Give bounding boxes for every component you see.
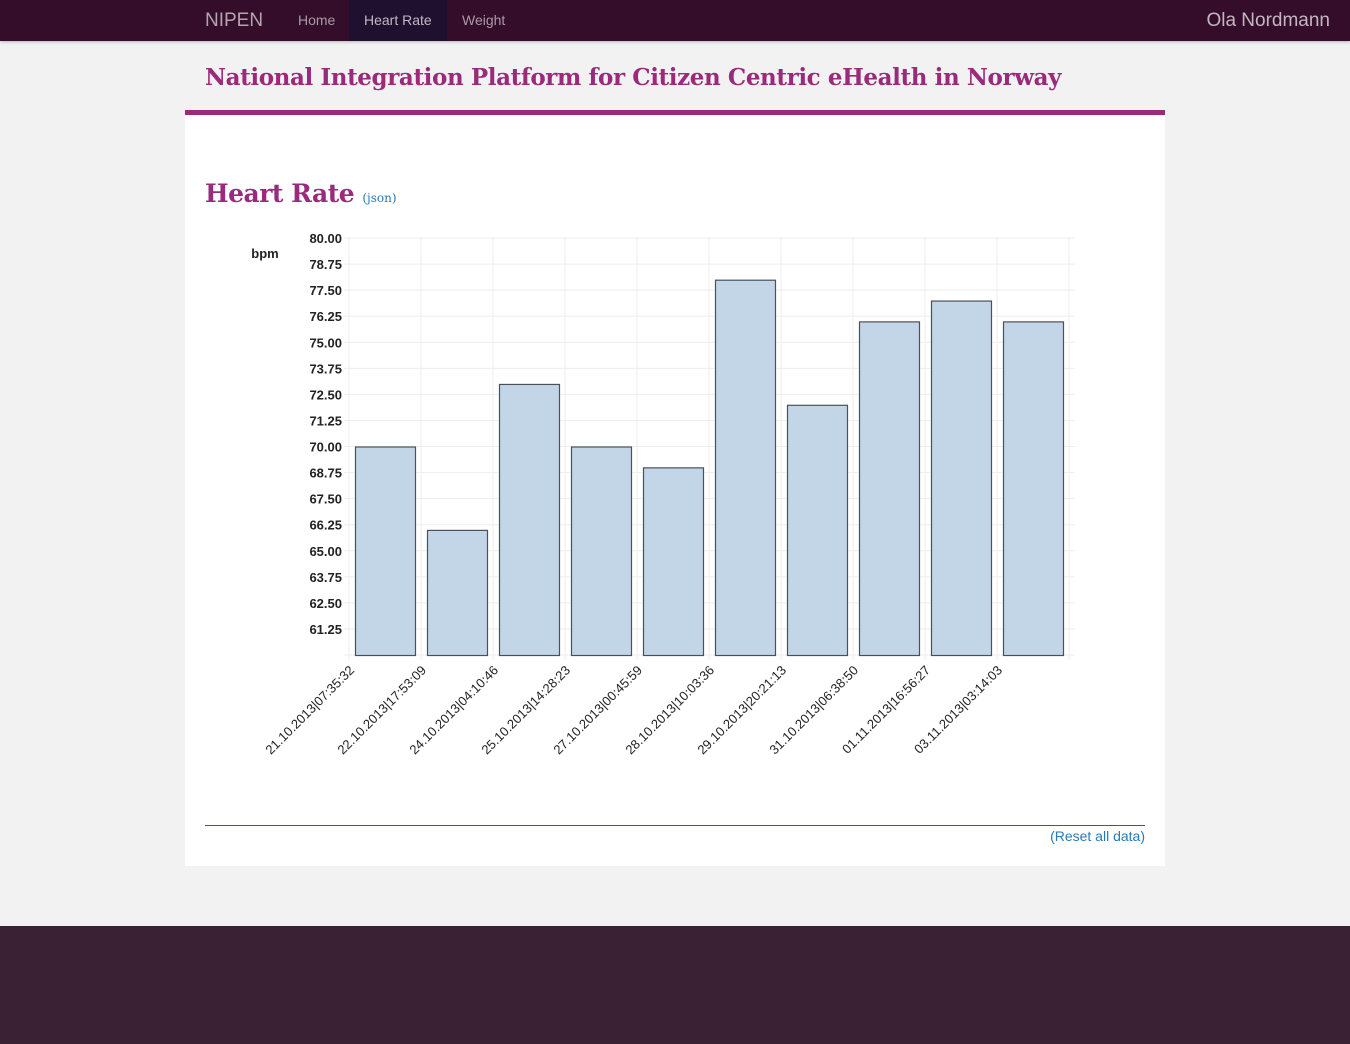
y-tick-label: 76.25 (309, 309, 342, 324)
brand-link[interactable]: NIPEN (205, 10, 264, 31)
json-link[interactable]: (json) (362, 191, 397, 205)
bar (930, 300, 993, 657)
section-title-text: Heart Rate (205, 179, 355, 208)
page-title: National Integration Platform for Citize… (205, 64, 1062, 91)
heart-rate-chart: 61.25 62.50 63.75 65.00 66.25 67.50 68.75 70.00… (251, 231, 1075, 758)
bar (858, 321, 921, 657)
header-rule (185, 110, 1165, 115)
top-navbar: NIPEN Home Heart Rate Weight Ola Nordman… (0, 0, 1350, 41)
nav-heart-rate[interactable]: Heart Rate (349, 0, 447, 41)
y-tick-label: 70.00 (309, 440, 342, 455)
y-tick-label: 80.00 (309, 231, 342, 246)
bar (786, 404, 849, 657)
y-tick-label: 63.75 (309, 570, 342, 585)
reset-data-link[interactable]: (Reset all data) (1050, 828, 1145, 844)
page-footer (0, 926, 1350, 1044)
y-tick-label: 68.75 (309, 466, 342, 481)
y-axis-labels: 61.25 62.50 63.75 65.00 66.25 67.50 68.75 70.00… (309, 231, 342, 637)
x-axis-labels: 21.10.2013|07:35:3222.10.2013|17:53:0924… (262, 663, 1005, 758)
bar (714, 279, 777, 657)
y-tick-label: 66.25 (309, 518, 342, 533)
nav-weight[interactable]: Weight (462, 12, 506, 28)
y-tick-label: 72.50 (309, 387, 342, 402)
section-title: Heart Rate (json) (205, 179, 397, 208)
y-tick-label: 67.50 (309, 492, 342, 507)
y-tick-label: 73.75 (309, 361, 342, 376)
footer-rule (205, 825, 1145, 826)
content-panel: Heart Rate (json) 61.25 62.50 63.75 65.00 66… (185, 115, 1165, 866)
y-axis-title: bpm (251, 246, 278, 261)
y-tick-label: 77.50 (309, 283, 342, 298)
chart-bars (354, 279, 1065, 657)
bar (570, 446, 633, 657)
bar (498, 383, 561, 657)
y-tick-label: 62.50 (309, 596, 342, 611)
bar (1002, 321, 1065, 657)
user-name[interactable]: Ola Nordmann (1206, 10, 1330, 31)
bar (354, 446, 417, 657)
bar (426, 529, 489, 657)
bar (642, 467, 705, 657)
y-tick-label: 65.00 (309, 544, 342, 559)
nav-home[interactable]: Home (298, 12, 336, 28)
y-tick-label: 75.00 (309, 335, 342, 350)
y-tick-label: 78.75 (309, 257, 342, 272)
y-tick-label: 61.25 (309, 622, 342, 637)
y-tick-label: 71.25 (309, 413, 342, 428)
